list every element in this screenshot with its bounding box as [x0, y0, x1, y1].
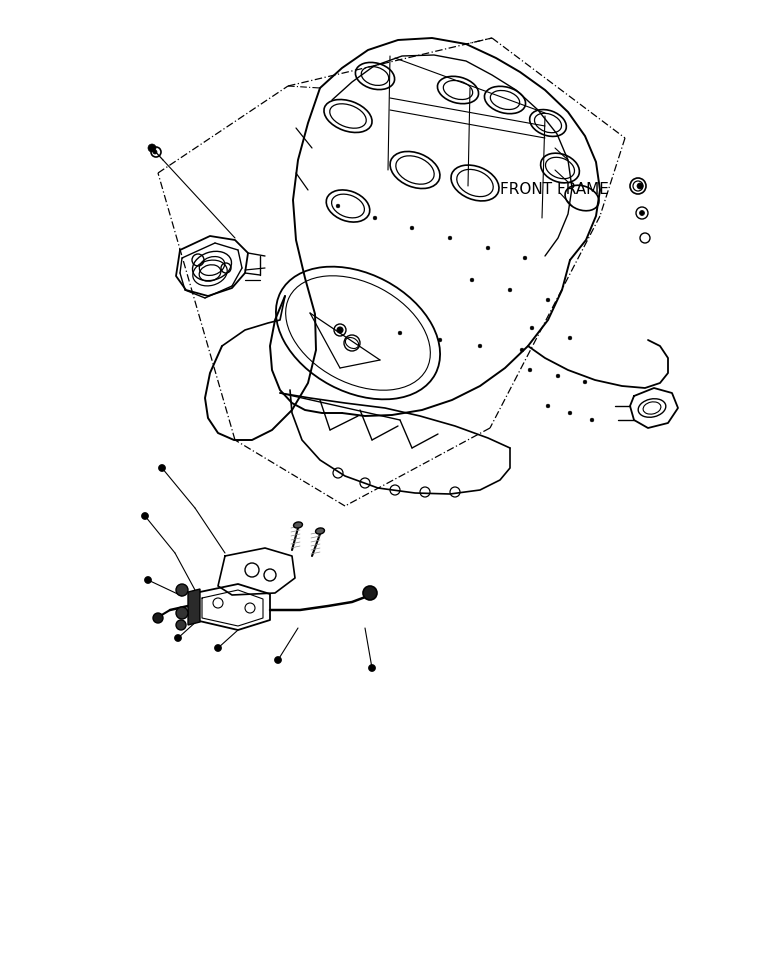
Circle shape [568, 411, 572, 415]
Circle shape [528, 368, 532, 372]
Circle shape [158, 465, 165, 471]
Circle shape [141, 512, 148, 520]
Circle shape [176, 607, 188, 619]
Circle shape [148, 144, 156, 152]
Circle shape [368, 664, 376, 672]
Circle shape [508, 288, 512, 291]
Circle shape [478, 345, 482, 348]
Circle shape [640, 210, 644, 216]
Text: FRONT FRAME: FRONT FRAME [500, 182, 609, 197]
Circle shape [637, 183, 643, 189]
Circle shape [530, 326, 534, 330]
Circle shape [448, 236, 452, 240]
Ellipse shape [293, 522, 303, 529]
Circle shape [410, 227, 414, 229]
Circle shape [176, 620, 186, 630]
Circle shape [568, 336, 572, 340]
Circle shape [363, 586, 377, 600]
Circle shape [144, 577, 151, 584]
Polygon shape [188, 589, 200, 625]
Circle shape [336, 204, 339, 208]
Circle shape [521, 348, 524, 351]
Circle shape [337, 327, 343, 333]
Circle shape [215, 645, 222, 651]
Circle shape [153, 613, 163, 623]
Circle shape [470, 278, 474, 282]
Circle shape [398, 331, 401, 335]
Circle shape [546, 405, 550, 408]
Circle shape [583, 380, 586, 383]
Circle shape [175, 634, 182, 642]
Circle shape [523, 257, 527, 259]
Circle shape [546, 298, 550, 302]
Circle shape [556, 375, 560, 378]
Circle shape [590, 418, 593, 422]
Circle shape [153, 150, 157, 154]
Circle shape [373, 216, 377, 220]
Circle shape [176, 584, 188, 596]
Circle shape [486, 246, 490, 250]
Ellipse shape [315, 528, 325, 534]
Circle shape [274, 656, 281, 663]
Circle shape [438, 338, 442, 342]
